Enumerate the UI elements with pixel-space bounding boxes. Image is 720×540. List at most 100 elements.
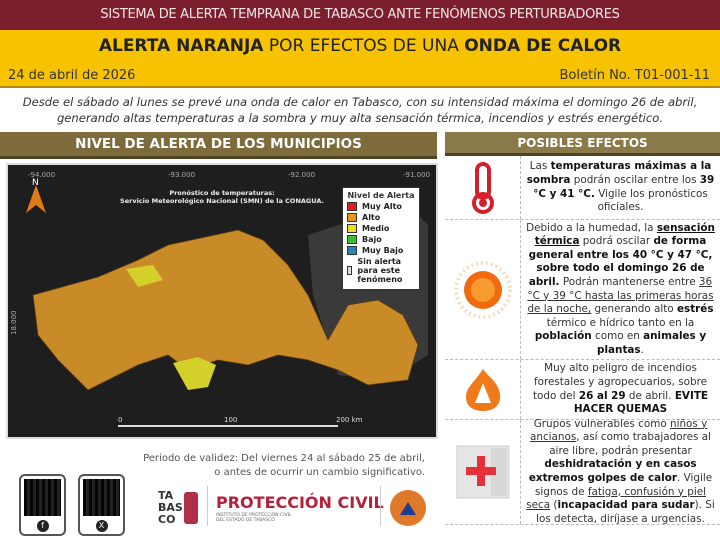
coord-label: -92.000: [288, 171, 315, 179]
tabasco-logo: TA BAS CO: [158, 489, 183, 526]
effect-text: Debido a la humedad, la sensación térmic…: [521, 220, 720, 360]
validity-line: o antes de ocurrir un cambio significati…: [214, 467, 425, 478]
pc-subtitle: INSTITUTO DE PROTECCIÓN CIVIL DEL ESTADO …: [216, 513, 291, 523]
coord-label: -91.000: [403, 171, 430, 179]
coord-label: -94.000: [28, 171, 55, 179]
effect-row: Debido a la humedad, la sensación térmic…: [445, 220, 720, 360]
legend-swatch: [347, 235, 357, 244]
effect-row: Muy alto peligro de incendios forestales…: [445, 360, 720, 420]
divider: [207, 486, 208, 526]
effect-text-part: 26 al 29: [578, 389, 626, 402]
intro-text: Desde el sábado al lunes se prevé una on…: [22, 95, 698, 125]
effect-text-part: térmico e hídrico tanto en la: [546, 316, 695, 329]
legend-title: Nivel de Alerta: [347, 191, 415, 200]
tabasco-shield-icon: [184, 492, 198, 524]
effect-text-part: Debido a la humedad, la: [526, 221, 657, 234]
legend-item: Alto: [347, 213, 415, 222]
effect-text-part: podrán oscilar entre los: [570, 173, 700, 186]
effect-text: Grupos vulnerables como niños y ancianos…: [521, 416, 720, 529]
effect-text: Muy alto peligro de incendios forestales…: [521, 360, 720, 418]
bulletin-date: 24 de abril de 2026: [8, 68, 136, 83]
bulletin-number: Boletín No. T01-001-11: [559, 68, 711, 83]
civil-protection-emblem-icon: [390, 490, 426, 526]
effect-text-part: de abril.: [625, 389, 675, 402]
effect-text-part: estrés: [676, 303, 714, 316]
legend-label: Sin alerta para este fenómeno: [357, 257, 403, 284]
alert-band: ALERTA NARANJA POR EFECTOS DE UNA ONDA D…: [0, 30, 720, 88]
title-part: ONDA DE CALOR: [464, 36, 622, 56]
effect-text: Las temperaturas máximas a la sombra pod…: [521, 158, 720, 216]
title-part: POR EFECTOS DE UNA: [263, 36, 465, 56]
map-heading: NIVEL DE ALERTA DE LOS MUNICIPIOS: [0, 132, 437, 159]
effect-row: Las temperaturas máximas a la sombra pod…: [445, 156, 720, 220]
validity-text: Periodo de validez: Del viernes 24 al sá…: [143, 452, 425, 480]
legend-swatch: [347, 246, 357, 255]
legend-swatch: [347, 266, 353, 275]
effect-text-part: Vigile los pronósticos oficiales.: [594, 187, 708, 214]
legend-label: Medio: [362, 224, 390, 233]
effect-text-part: temperaturas máximas a la sombra: [526, 160, 712, 186]
facebook-qr[interactable]: f: [19, 474, 66, 536]
scale-bar: [118, 425, 338, 427]
pc-sub: INSTITUTO DE PROTECCIÓN CIVIL: [216, 513, 292, 518]
fire-icon: [445, 360, 521, 419]
effect-text-part: (: [550, 499, 558, 512]
alert-map: -94.000 -93.000 -92.000 -91.000 18.000 N…: [6, 163, 438, 439]
effect-text-part: ). Si los detecta, diríjase a urgencias.: [536, 499, 715, 525]
scale-label: 100: [224, 416, 237, 424]
effect-text-part: podrá oscilar: [579, 235, 654, 248]
coord-label: -93.000: [168, 171, 195, 179]
effect-text-part: incapacidad para sudar: [557, 499, 695, 512]
effect-text-part: Las: [529, 160, 551, 173]
qr-code: [24, 479, 61, 516]
validity-line: Periodo de validez: Del viernes 24 al sá…: [143, 453, 425, 464]
legend-label: Alto: [362, 213, 381, 222]
legend-label: Bajo: [362, 235, 382, 244]
legend-item: Medio: [347, 224, 415, 233]
x-qr[interactable]: X: [78, 474, 125, 536]
effect-row: Grupos vulnerables como niños y ancianos…: [445, 418, 720, 525]
effect-text-part: 39 °C y 41 °C.: [533, 173, 715, 200]
effects-heading: POSIBLES EFECTOS: [445, 132, 720, 156]
scale-label: 0: [118, 416, 122, 424]
medio-region: [173, 357, 216, 390]
effect-text-part: Grupos vulnerables como: [533, 417, 670, 430]
legend-item: Sin alerta para este fenómeno: [347, 257, 415, 284]
map-source: Servicio Meteorológico Nacional (SMN) de…: [120, 197, 324, 205]
legend-item: Muy Alto: [347, 202, 415, 211]
effect-text-part: EVITE HACER QUEMAS: [573, 389, 709, 416]
alert-title: ALERTA NARANJA POR EFECTOS DE UNA ONDA D…: [0, 36, 720, 56]
x-icon: X: [95, 520, 108, 532]
pc-sub: DEL ESTADO DE TABASCO: [216, 518, 275, 523]
facebook-icon: f: [36, 520, 49, 532]
legend-label: Muy Bajo: [362, 246, 404, 255]
title-part: ALERTA NARANJA: [98, 36, 264, 56]
first-aid-icon: [445, 420, 521, 524]
medio-region: [126, 265, 163, 287]
legend-label: Muy Alto: [362, 202, 402, 211]
legend-item: Bajo: [347, 235, 415, 244]
legend-swatch: [347, 202, 357, 211]
pc-title: PROTECCIÓN CIVIL: [216, 493, 384, 512]
effect-text-part: animales y plantas: [597, 330, 707, 356]
legend-item: Muy Bajo: [347, 246, 415, 255]
sun-icon: [445, 220, 521, 359]
divider: [380, 486, 381, 526]
legend-swatch: [347, 224, 357, 233]
scale-label: 200 km: [336, 416, 363, 424]
effect-text-part: de forma general entre los 40 °C y 47 °C…: [528, 235, 713, 288]
effect-text-part: niños y ancianos: [530, 417, 708, 444]
system-banner: SISTEMA DE ALERTA TEMPRANA DE TABASCO AN…: [0, 0, 720, 30]
coord-label: 18.000: [10, 311, 18, 336]
effect-text-part: deshidratación y en casos extremos golpe…: [528, 458, 697, 484]
effect-text-part: fatiga, confusión y piel seca: [526, 485, 707, 512]
north-label: N: [32, 178, 39, 188]
north-arrow-icon: [26, 185, 46, 213]
effect-text-part: , así como trabajadores al aire libre, p…: [549, 431, 711, 457]
effect-text-part: 36 °C y 39 °C hasta las primeras horas d…: [527, 275, 714, 316]
effect-text-part: Podrán mantenerse entre: [559, 275, 699, 288]
effect-text-part: . Vigile signos de: [534, 472, 713, 498]
effect-text-part: .: [640, 343, 644, 356]
effect-text-part: sensación térmica: [534, 221, 715, 248]
effect-text-part: generando alto: [591, 303, 677, 316]
